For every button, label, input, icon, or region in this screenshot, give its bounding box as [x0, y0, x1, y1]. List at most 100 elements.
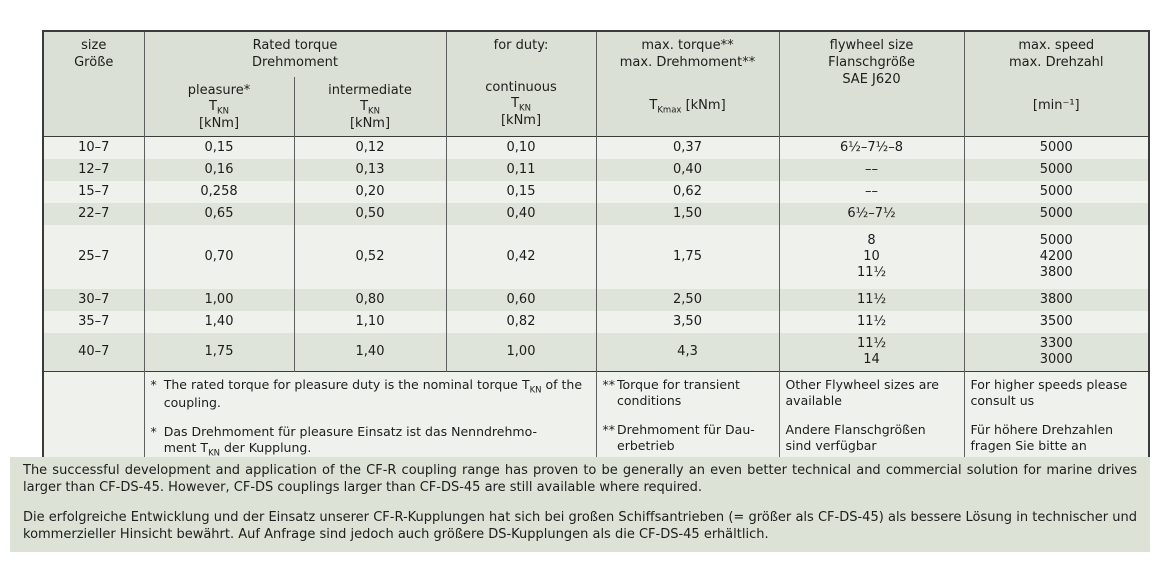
cell-intermediate: 0,20: [293, 180, 447, 203]
footnote-en: Other Flywheel sizes are available: [786, 377, 958, 409]
table-row: 30–7 1,00 0,80 0,60 2,50 11½ 3800: [42, 288, 1150, 311]
footnote-empty-cell: [42, 370, 145, 469]
rated-torque-de: Drehmoment: [252, 55, 338, 70]
cell-size: 40–7: [42, 332, 145, 371]
cell-flywheel: 6½–7½: [778, 202, 965, 225]
cell-continuous: 0,15: [445, 180, 597, 203]
tkn-symbol: TKN: [209, 99, 229, 117]
cell-flywheel: ––: [778, 158, 965, 181]
col-header-for-duty: for duty: continuous TKN [kNm]: [445, 31, 597, 136]
cell-size: 30–7: [42, 288, 145, 311]
col-header-pleasure: pleasure* TKN [kNm]: [143, 77, 295, 136]
cell-continuous: 0,11: [445, 158, 597, 181]
cell-intermediate: 1,10: [293, 310, 447, 333]
cell-pleasure: 0,258: [143, 180, 295, 203]
col-header-size: size Größe: [42, 31, 145, 136]
cell-size: 12–7: [42, 158, 145, 181]
footnote-de: ** Drehmoment für Dau- erbetrieb: [603, 422, 773, 454]
cell-speed: 5000: [963, 135, 1150, 159]
cell-pleasure: 1,40: [143, 310, 295, 333]
cell-flywheel: 6½–7½–8: [778, 135, 965, 159]
flywheel-de: Flanschgröße: [828, 55, 915, 70]
cell-size: 35–7: [42, 310, 145, 333]
table-row: 22–7 0,65 0,50 0,40 1,50 6½–7½ 5000: [42, 202, 1150, 225]
table-row: 25–7 0,70 0,52 0,42 1,75 8 10 11½ 5000 4…: [42, 224, 1150, 289]
description-paragraph-de: Die erfolgreiche Entwicklung und der Ein…: [23, 510, 1137, 542]
footnote-de-text: Drehmoment für Dau- erbetrieb: [617, 421, 755, 453]
cell-pleasure: 1,00: [143, 288, 295, 311]
tkn-symbol: TKN: [360, 99, 380, 117]
cell-max-torque: 1,50: [595, 202, 780, 225]
cell-continuous: 0,42: [445, 224, 597, 289]
cell-intermediate: 1,40: [293, 332, 447, 371]
cell-continuous: 0,40: [445, 202, 597, 225]
cell-intermediate: 0,50: [293, 202, 447, 225]
footnote-flywheel: Other Flywheel sizes are available Ander…: [778, 370, 965, 469]
cell-intermediate: 0,80: [293, 288, 447, 311]
cell-flywheel: 11½: [778, 310, 965, 333]
cell-max-torque: 0,37: [595, 135, 780, 159]
footnote-en: * The rated torque for pleasure duty is …: [151, 377, 590, 411]
cell-speed: 5000: [963, 202, 1150, 225]
cell-pleasure: 0,15: [143, 135, 295, 159]
description-block: The successful development and applicati…: [10, 457, 1150, 552]
cell-pleasure: 0,70: [143, 224, 295, 289]
knm-unit: [kNm]: [500, 113, 542, 129]
description-paragraph-en: The successful development and applicati…: [23, 463, 1137, 495]
pleasure-label: pleasure*: [187, 83, 251, 98]
double-asterisk-marker: **: [602, 421, 616, 437]
col-header-rated-torque: Rated torque Drehmoment: [143, 31, 447, 77]
footnote-speed: For higher speeds please consult us Für …: [963, 370, 1150, 469]
cell-pleasure: 0,16: [143, 158, 295, 181]
cell-speed: 3300 3000: [963, 332, 1150, 371]
footnote-en-text: Other Flywheel sizes are available: [785, 376, 939, 408]
col-header-intermediate: intermediate TKN [kNm]: [293, 77, 447, 136]
col-header-size-label: size Größe: [74, 38, 114, 70]
rated-torque-en: Rated torque: [252, 38, 338, 53]
cell-max-torque: 0,40: [595, 158, 780, 181]
knm-unit: [kNm]: [198, 116, 240, 132]
cell-flywheel: 11½ 14: [778, 332, 965, 371]
cell-continuous: 0,60: [445, 288, 597, 311]
max-torque-de: max. Drehmoment**: [619, 55, 756, 70]
footnote-en-text: Torque for transient conditions: [617, 376, 740, 408]
footnote-de: Andere Flanschgrößen sind verfügbar: [786, 422, 958, 454]
footnote-en-text: The rated torque for pleasure duty is th…: [163, 376, 583, 410]
cell-max-torque: 3,50: [595, 310, 780, 333]
cell-speed: 3800: [963, 288, 1150, 311]
col-header-flywheel: flywheel size Flanschgröße SAE J620: [778, 31, 965, 136]
for-duty-label: for duty:: [493, 38, 549, 53]
cell-flywheel: 11½: [778, 288, 965, 311]
footnote-en: For higher speeds please consult us: [971, 377, 1143, 409]
table-row: 10–7 0,15 0,12 0,10 0,37 6½–7½–8 5000: [42, 135, 1150, 159]
cell-max-torque: 1,75: [595, 224, 780, 289]
cell-size: 10–7: [42, 135, 145, 159]
cell-size: 25–7: [42, 224, 145, 289]
cell-pleasure: 1,75: [143, 332, 295, 371]
col-header-max-torque: max. torque** max. Drehmoment** TKmax [k…: [595, 31, 780, 136]
flywheel-standard: SAE J620: [842, 72, 901, 87]
cell-flywheel: 8 10 11½: [778, 224, 965, 289]
max-speed-en: max. speed: [1018, 38, 1095, 53]
col-header-max-speed: max. speed max. Drehzahl [min⁻¹]: [963, 31, 1150, 136]
asterisk-marker: *: [150, 376, 157, 392]
table-row: 15–7 0,258 0,20 0,15 0,62 –– 5000: [42, 180, 1150, 203]
cell-speed: 5000 4200 3800: [963, 224, 1150, 289]
cell-intermediate: 0,13: [293, 158, 447, 181]
cell-intermediate: 0,12: [293, 135, 447, 159]
cell-size: 15–7: [42, 180, 145, 203]
footnote-de-text: Für höhere Drehzahlen fragen Sie bitte a…: [970, 421, 1114, 453]
tkmax-symbol: TKmax [kNm]: [649, 98, 726, 116]
max-speed-de: max. Drehzahl: [1008, 55, 1104, 70]
asterisk-marker: *: [150, 423, 157, 439]
cell-speed: 5000: [963, 158, 1150, 181]
cell-speed: 3500: [963, 310, 1150, 333]
coupling-data-table: size Größe Rated torque Drehmoment for d…: [42, 30, 1151, 470]
footnote-de: Für höhere Drehzahlen fragen Sie bitte a…: [971, 422, 1143, 454]
table-row: 12–7 0,16 0,13 0,11 0,40 –– 5000: [42, 158, 1150, 181]
intermediate-label: intermediate: [328, 83, 412, 98]
table-row: 40–7 1,75 1,40 1,00 4,3 11½ 14 3300 3000: [42, 332, 1150, 371]
cell-continuous: 0,82: [445, 310, 597, 333]
knm-unit: [kNm]: [349, 116, 391, 132]
